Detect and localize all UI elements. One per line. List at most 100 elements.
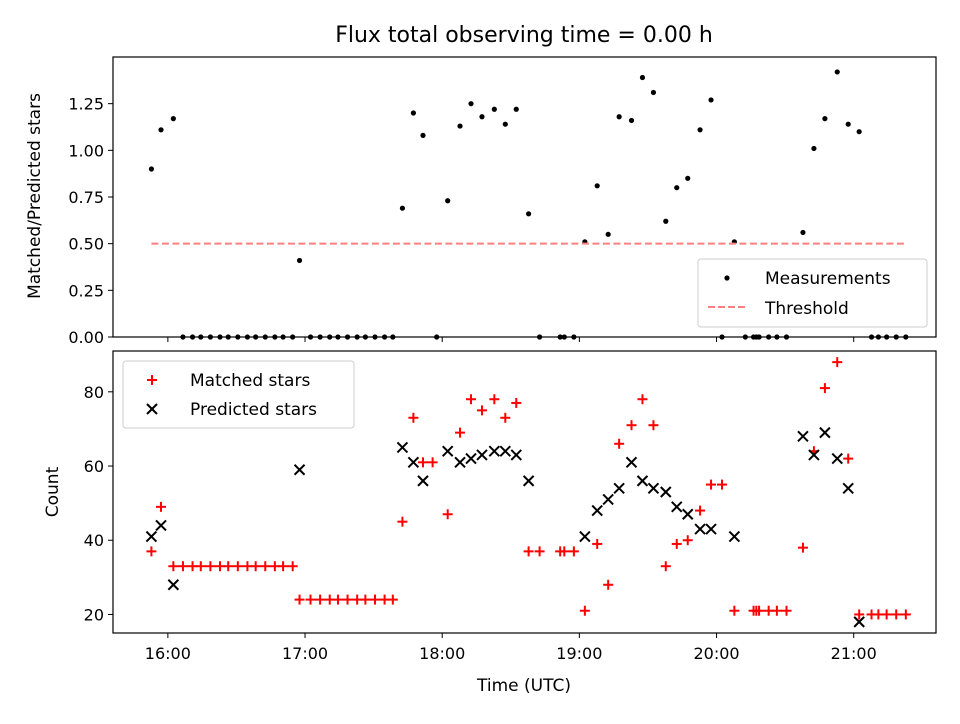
bottom-x-tick-label: 19:00 xyxy=(556,644,602,663)
matched-star-point xyxy=(305,594,316,605)
matched-star-point xyxy=(455,427,466,438)
matched-star-point xyxy=(168,561,179,572)
predicted-star-point xyxy=(808,449,820,461)
matched-star-point xyxy=(489,394,500,405)
predicted-star-point xyxy=(522,475,535,487)
legend-marker-matched xyxy=(147,375,157,385)
bottom-y-tick-label: 80 xyxy=(84,383,104,402)
matched-star-point xyxy=(881,609,892,620)
predicted-star-point xyxy=(647,482,660,494)
measurement-point xyxy=(296,257,303,264)
matched-star-point xyxy=(579,605,590,616)
predicted-star-point xyxy=(417,475,429,487)
matched-star-point xyxy=(754,605,765,616)
matched-star-point xyxy=(706,479,717,490)
predicted-star-point xyxy=(145,530,158,543)
matched-star-point xyxy=(854,609,865,620)
bottom-x-tick-label: 20:00 xyxy=(693,644,739,663)
matched-star-point xyxy=(408,412,419,423)
predicted-star-point xyxy=(842,482,854,494)
measurement-point xyxy=(513,106,519,112)
matched-star-point xyxy=(534,546,545,557)
predicted-star-point xyxy=(613,482,625,494)
matched-star-point xyxy=(523,546,534,557)
predicted-star-point xyxy=(831,452,843,465)
bottom-x-tick-label: 21:00 xyxy=(831,644,877,663)
predicted-star-point xyxy=(293,464,306,476)
matched-star-point xyxy=(442,509,453,520)
matched-star-point xyxy=(511,397,522,408)
matched-star-point xyxy=(476,405,487,416)
matched-star-point xyxy=(592,538,603,549)
measurement-point xyxy=(479,114,485,120)
measurement-point xyxy=(685,175,691,181)
matched-star-point xyxy=(695,505,706,516)
legend-label-threshold: Threshold xyxy=(764,299,849,319)
predicted-star-point xyxy=(167,579,180,591)
legend-marker-measurements xyxy=(724,275,730,281)
matched-star-point xyxy=(315,594,326,605)
predicted-star-point xyxy=(510,449,522,461)
measurement-point xyxy=(468,101,474,107)
predicted-star-point xyxy=(441,445,454,457)
matched-star-point xyxy=(671,538,682,549)
matched-star-point xyxy=(260,561,271,572)
measurement-point xyxy=(148,166,155,172)
top-y-tick-label: 0.00 xyxy=(68,328,104,347)
bottom-axes-frame xyxy=(112,350,937,634)
top-legend-frame xyxy=(697,258,928,328)
bottom-legend-frame xyxy=(122,360,355,429)
matched-star-point xyxy=(771,605,782,616)
matched-star-point xyxy=(797,542,808,553)
predicted-star-point xyxy=(819,426,831,439)
predicted-star-point xyxy=(454,456,466,469)
predicted-star-point xyxy=(797,430,809,443)
measurement-point xyxy=(491,106,497,112)
matched-star-point xyxy=(832,357,843,368)
measurement-point xyxy=(399,205,406,211)
matched-star-point xyxy=(332,594,343,605)
matched-star-point xyxy=(466,394,477,405)
measurement-point xyxy=(856,129,862,135)
predicted-star-point xyxy=(465,452,477,465)
predicted-star-point xyxy=(155,519,167,532)
measurement-point xyxy=(457,123,463,129)
measurement-point xyxy=(170,116,176,122)
matched-star-point xyxy=(205,561,216,572)
matched-star-point xyxy=(232,561,243,572)
measurement-point xyxy=(410,110,416,116)
measurement-point xyxy=(822,116,828,122)
top-y-tick-label: 0.25 xyxy=(68,281,104,300)
top-panel: Flux total observing time = 0.00 h 0.00 0… xyxy=(25,23,937,347)
bottom-y-axis-label: Count xyxy=(43,466,63,517)
matched-star-point xyxy=(417,457,428,468)
legend-label-predicted: Predicted stars xyxy=(190,400,317,420)
matched-star-point xyxy=(682,535,693,546)
matched-star-point xyxy=(278,561,289,572)
bottom-y-tick-label: 60 xyxy=(84,457,104,476)
measurement-point xyxy=(708,97,714,103)
bottom-x-tick-label: 17:00 xyxy=(282,644,328,663)
bottom-x-tick-label: 16:00 xyxy=(145,644,191,663)
matched-star-point xyxy=(369,594,380,605)
matched-star-point xyxy=(287,561,298,572)
measurement-point xyxy=(158,127,164,133)
top-y-tick-label: 0.50 xyxy=(68,235,104,254)
bottom-x-tick-label: 18:00 xyxy=(419,644,465,663)
predicted-star-point xyxy=(602,493,614,506)
bottom-legend: Matched stars Predicted stars xyxy=(122,360,355,429)
predicted-star-point xyxy=(705,523,717,535)
matched-star-point xyxy=(637,394,648,405)
matched-star-point xyxy=(223,561,234,572)
top-y-tick-label: 1.00 xyxy=(68,141,104,160)
predicted-star-point xyxy=(579,530,591,543)
predicted-star-point xyxy=(853,616,865,628)
predicted-star-point xyxy=(682,508,694,520)
predicted-star-point xyxy=(499,445,512,457)
matched-star-point xyxy=(648,420,659,431)
matched-star-point xyxy=(568,546,579,557)
measurement-point xyxy=(674,185,680,191)
matched-star-point xyxy=(603,579,614,590)
measurement-point xyxy=(526,211,532,217)
measurement-point xyxy=(616,114,622,120)
